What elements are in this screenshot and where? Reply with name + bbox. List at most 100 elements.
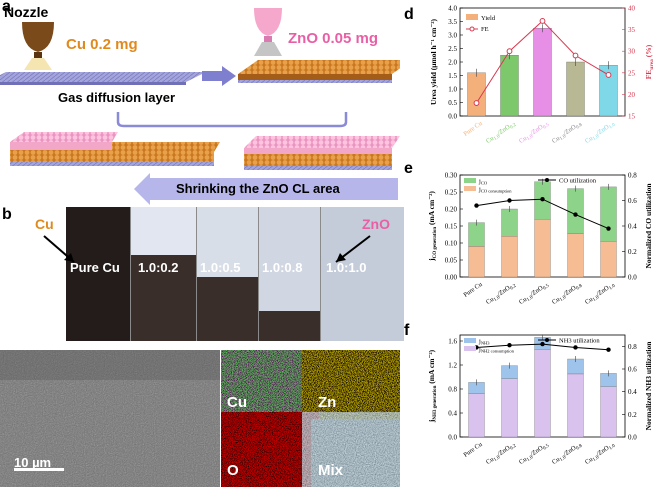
category-label: Pure Cu <box>462 280 484 298</box>
panel-label-f: f <box>404 322 410 339</box>
y2-tick-label: 40 <box>628 5 636 13</box>
y-tick-label: 3.0 <box>448 32 457 40</box>
y-tick-label: 0.30 <box>445 172 458 180</box>
y2-tick-label: 0.8 <box>628 172 637 180</box>
y-title-main: j <box>427 258 436 262</box>
category-text-part: 1.0 <box>559 134 567 142</box>
category-text-part: Cu <box>551 456 562 467</box>
sample-label-3: 1.0:0.8 <box>262 260 303 275</box>
map-label-zn: Zn <box>318 394 337 411</box>
category-label: Cu1.0​/ZnO0.8​ <box>551 441 584 468</box>
category-label: Cu1.0​/ZnO0.5​ <box>518 441 551 468</box>
photo-divider-2 <box>196 207 197 341</box>
cu-coated-plate <box>238 60 400 83</box>
cu-loading-label: Cu 0.2 mg <box>66 36 138 53</box>
photo-divider-4 <box>320 207 321 341</box>
category-text-part: 1.0 <box>592 295 600 303</box>
y2-tick-label: 15 <box>628 113 636 121</box>
category-text-part: 1.0 <box>592 134 600 142</box>
bar-consumption <box>600 386 617 438</box>
y2-tick-label: 0.4 <box>628 223 637 231</box>
category-text-part: 1.0 <box>609 122 617 130</box>
y2-axis-title: Normalized CO utilization <box>644 183 653 269</box>
bar-yield <box>533 28 552 117</box>
photo-panel <box>66 207 404 341</box>
chart-urea-yield: 0.0 0.5 1.0 1.5 2.0 2.5 3.0 3.5 4.0 15 20 25 30 35 40 P… <box>429 5 655 147</box>
bar-consumption <box>567 233 584 278</box>
y-tick-label: 1.0 <box>448 86 457 94</box>
bar-yield <box>467 72 486 117</box>
arrow-right-icon <box>202 66 236 86</box>
category-text-part: Cu <box>518 456 529 467</box>
map-label-o: O <box>227 462 239 479</box>
sem-image <box>0 350 220 487</box>
category-text-part: 1.0 <box>493 134 501 142</box>
y2-tick-label: 0.2 <box>628 411 637 419</box>
photo-divider-3 <box>258 207 259 341</box>
category-label: Cu1.0​/ZnO0.5​ <box>518 281 551 308</box>
bar-consumption <box>501 236 518 278</box>
bar-total <box>567 188 584 234</box>
legend-marker-utilization <box>545 178 549 182</box>
photo-cu-label: Cu <box>35 216 54 232</box>
y-tick-label: 0.10 <box>445 240 458 248</box>
photo-zno-region-1 <box>130 207 196 255</box>
mix-map <box>311 419 400 487</box>
category-text-part: 1.0 <box>559 295 567 303</box>
utilization-point <box>606 347 611 352</box>
utilization-point <box>540 341 545 347</box>
category-text-part: 1.0 <box>559 455 567 463</box>
y-axis-title: jCO generation (mA cm⁻²) <box>427 191 438 262</box>
y2-tick-label: 20 <box>628 91 636 99</box>
bar-consumption <box>468 393 485 438</box>
category-label: Cu1.0​/ZnO1.0​ <box>584 441 617 468</box>
bar-consumption <box>600 241 617 278</box>
category-text-part: Cu <box>584 456 595 467</box>
category-text-part: 1.0 <box>493 455 501 463</box>
y2-tick-label: 0.0 <box>628 274 637 282</box>
y2-tick-label: 30 <box>628 48 636 56</box>
legend-swatch-total <box>464 178 476 183</box>
category-text-part: 1.0 <box>609 443 617 451</box>
category-text-part: 0.5 <box>543 283 551 291</box>
category-label: Cu1.0​/ZnO0.8​ <box>551 281 584 308</box>
legend-swatch-consumption <box>464 186 476 191</box>
category-text-part: Cu <box>518 296 529 307</box>
utilization-point <box>507 343 512 348</box>
bar-consumption <box>534 349 551 438</box>
category-text-part: 1.0 <box>493 295 501 303</box>
eds-maps <box>221 350 400 487</box>
sample-label-1: 1.0:0.2 <box>138 260 179 275</box>
utilization-point <box>540 197 545 202</box>
category-text-part: 0.8 <box>576 122 584 130</box>
y2-tick-label: 0.0 <box>628 434 637 442</box>
category-text-part: 1.0 <box>526 455 534 463</box>
y-tick-label: 0.20 <box>445 206 458 214</box>
fe-point <box>473 100 480 106</box>
legend-sub: CO <box>481 181 488 186</box>
y2-title-unit: (%) <box>644 44 653 59</box>
bar-yield <box>500 55 519 117</box>
legend-label-total: jCO <box>478 178 488 186</box>
partial-zno-plate <box>10 132 220 166</box>
category-text-part: 1.0 <box>526 295 534 303</box>
category-label: Cu1.0​/ZnO1.0​ <box>584 120 617 147</box>
schematic-panel <box>0 8 400 205</box>
category-text-part: 1.0 <box>526 134 534 142</box>
category-text-part: 0.2 <box>510 122 518 130</box>
y-tick-label: 0.8 <box>448 386 457 394</box>
legend-sub: CO consumption <box>481 189 512 194</box>
utilization-point <box>573 345 578 350</box>
legend-label-yield: Yield <box>481 15 496 22</box>
y-axis-title: Urea yield (μmol h⁻¹ cm⁻²) <box>429 18 438 105</box>
legend-sub: NH3 <box>481 341 490 346</box>
cu-map <box>221 350 310 418</box>
bar-total <box>468 222 485 247</box>
legend-marker-fe <box>469 26 475 32</box>
category-label: Pure Cu <box>462 119 484 137</box>
y2-tick-label: 35 <box>628 26 636 34</box>
category-text-part: Cu <box>485 456 496 467</box>
y-tick-label: 0.0 <box>448 434 457 442</box>
legend-sub: NH2 consumption <box>481 349 515 354</box>
sample-label-2: 1.0:0.5 <box>200 260 241 275</box>
